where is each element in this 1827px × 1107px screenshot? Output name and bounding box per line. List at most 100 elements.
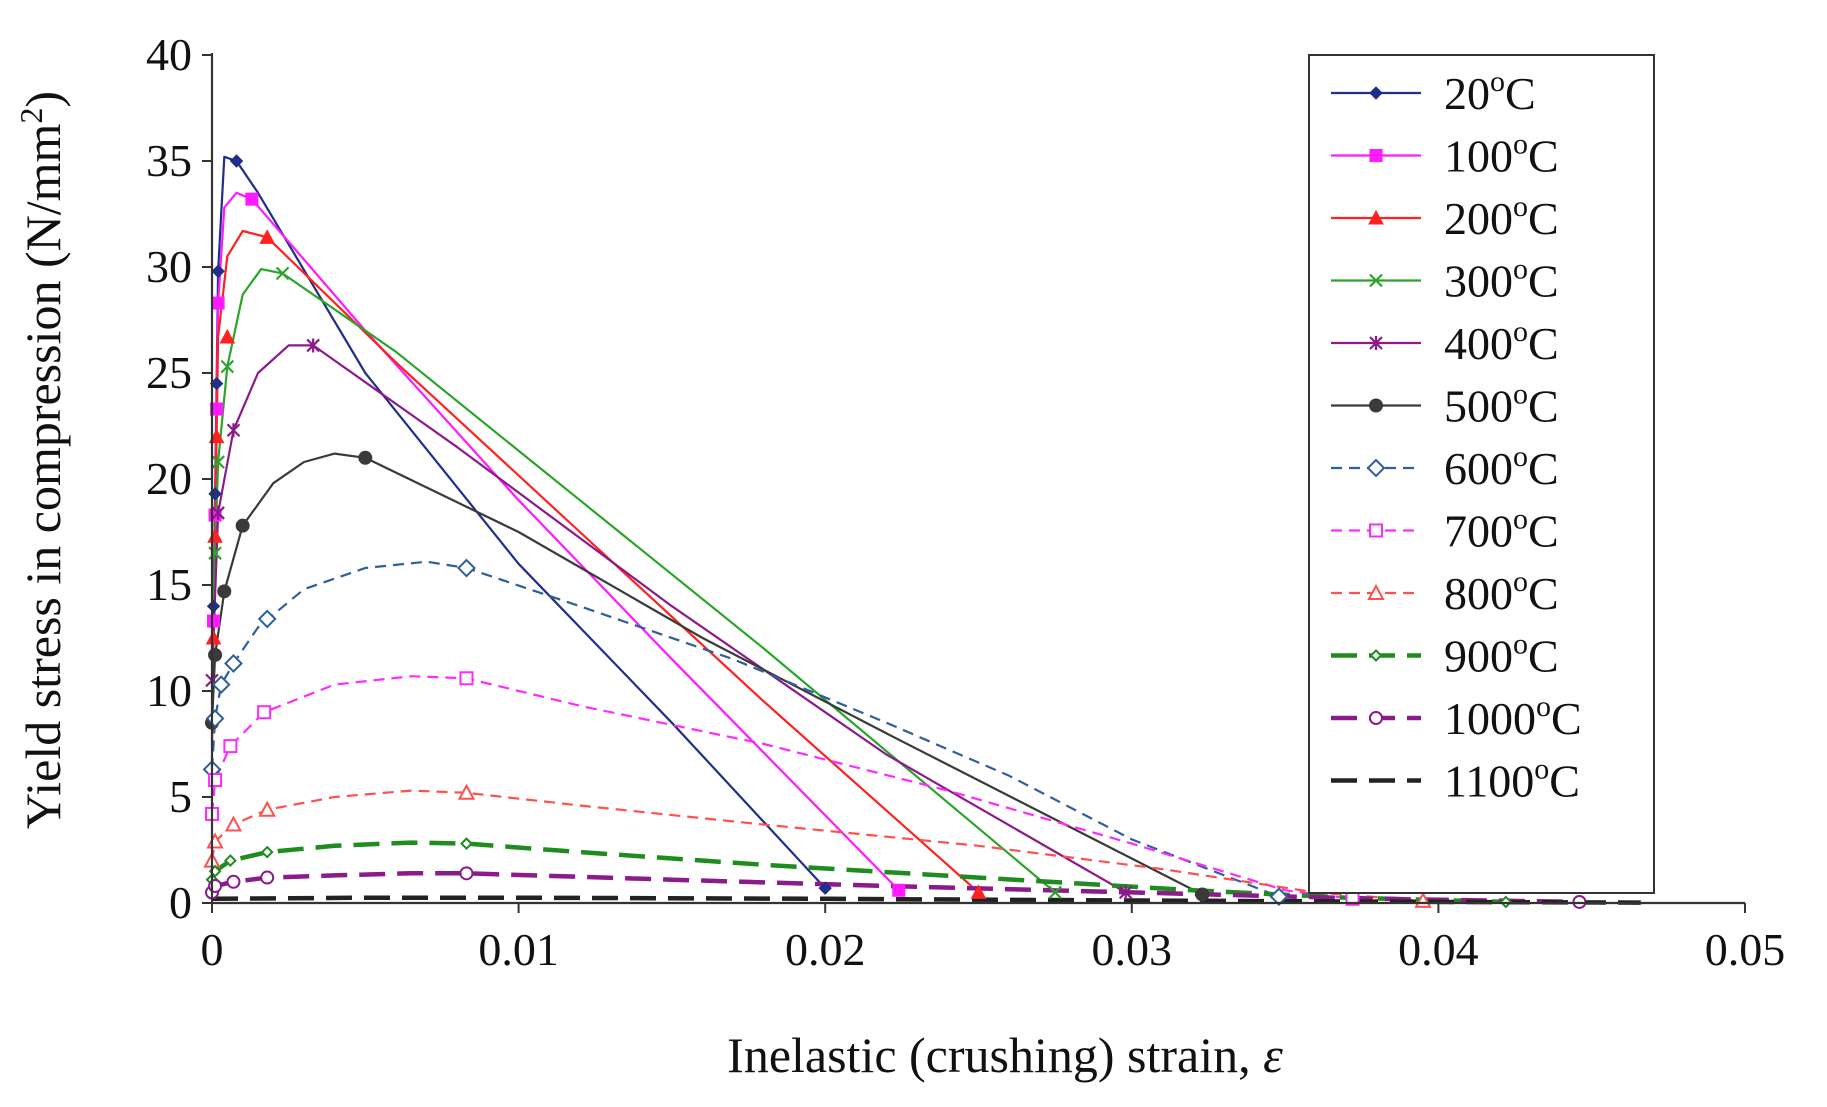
marker-1000c — [208, 879, 223, 894]
marker-800c — [457, 783, 476, 800]
legend-marker — [1369, 149, 1383, 162]
legend-label: 1100oC — [1444, 753, 1580, 807]
marker-400c — [306, 338, 320, 353]
marker-500c — [235, 518, 250, 533]
marker-600c — [211, 675, 231, 695]
marker-20c — [211, 264, 225, 278]
marker-900c — [260, 845, 274, 859]
series-line-600c — [210, 560, 1280, 898]
legend: 20oC 100oC 200oC 300oC 400oC 500oC 600oC 700oC 8… — [1308, 54, 1655, 894]
legend-item-400c: 400oC — [1331, 315, 1559, 369]
legend-item-1000c: 1000oC — [1331, 690, 1582, 744]
marker-300c — [220, 359, 235, 374]
marker-1000c — [260, 870, 275, 885]
y-tick-label: 25 — [146, 347, 192, 398]
legend-box — [1308, 54, 1655, 894]
marker-200c — [970, 884, 987, 899]
legend-item-500c: 500oC — [1331, 378, 1559, 432]
legend-item-1100c: 1100oC — [1331, 753, 1580, 807]
marker-100c — [211, 296, 225, 310]
y-tick-label: 15 — [146, 559, 192, 610]
marker-900c — [223, 854, 237, 868]
legend-item-900c: 900oC — [1331, 628, 1559, 682]
marker-400c — [1118, 885, 1133, 900]
y-tick-label: 30 — [146, 241, 192, 292]
legend-marker — [1366, 458, 1386, 478]
marker-500c — [208, 647, 223, 662]
marker-100c — [892, 883, 906, 897]
x-tick-label: 0 — [201, 924, 224, 975]
legend-label: 1000oC — [1444, 690, 1582, 744]
x-tick-label: 0.01 — [478, 924, 559, 975]
marker-400c — [226, 423, 241, 438]
legend-label: 800oC — [1444, 565, 1559, 619]
axes — [202, 53, 1746, 913]
marker-500c — [1195, 887, 1210, 902]
marker-20c — [229, 154, 244, 168]
legend-marker — [1367, 583, 1385, 600]
legend-label: 400oC — [1444, 315, 1559, 369]
marker-1000c — [226, 874, 241, 889]
marker-300c — [275, 266, 290, 281]
legend-marker — [1369, 523, 1383, 538]
y-tick-label: 5 — [169, 771, 192, 822]
marker-100c — [210, 402, 224, 416]
marker-700c — [257, 705, 272, 720]
tick-labels: 0 5 10 15 20 25 30 35 40 0 0.01 0.02 0.03 0.04 0.05 — [146, 29, 1785, 975]
marker-1000c — [459, 866, 474, 881]
y-tick-label: 20 — [146, 453, 192, 504]
x-tick-label: 0.05 — [1705, 924, 1786, 975]
marker-500c — [358, 450, 373, 465]
legend-item-100c: 100oC — [1331, 128, 1559, 182]
marker-100c — [207, 614, 221, 628]
legend-label: 300oC — [1444, 253, 1559, 307]
series-line-900c — [209, 840, 1506, 905]
marker-700c — [223, 739, 238, 754]
marker-800c — [258, 800, 276, 817]
legend-label: 500oC — [1444, 378, 1559, 432]
legend-label: 200oC — [1444, 190, 1559, 244]
legend-item-700c: 700oC — [1331, 503, 1559, 557]
marker-200c — [219, 328, 236, 344]
marker-600c — [457, 558, 476, 578]
legend-item-800c: 800oC — [1331, 565, 1559, 619]
marker-200c — [207, 528, 223, 543]
x-tick-label: 0.02 — [785, 924, 866, 975]
marker-300c — [211, 455, 225, 469]
legend-marker — [1369, 398, 1383, 413]
legend-item-600c: 600oC — [1331, 440, 1559, 494]
legend-item-300c: 300oC — [1331, 253, 1559, 307]
x-tick-label: 0.03 — [1092, 924, 1173, 975]
x-tick-label: 0.04 — [1398, 924, 1479, 975]
marker-900c — [460, 837, 473, 851]
y-tick-label: 10 — [146, 665, 192, 716]
legend-marker — [1369, 649, 1383, 662]
legend-item-20c: 20oC — [1331, 65, 1536, 119]
marker-800c — [224, 815, 243, 832]
marker-20c — [208, 487, 222, 501]
marker-400c — [211, 505, 225, 520]
marker-500c — [217, 584, 232, 599]
marker-20c — [206, 599, 221, 613]
marker-600c — [224, 654, 243, 673]
series-line-20c — [210, 155, 827, 889]
legend-label: 600oC — [1444, 440, 1559, 494]
marker-700c — [208, 773, 223, 788]
marker-100c — [245, 192, 259, 206]
x-axis-title: Inelastic (crushing) strain, ε — [727, 1027, 1283, 1083]
y-axis-title: Yield stress in compression (N/mm2) — [13, 91, 71, 829]
legend-label: 100oC — [1444, 128, 1559, 182]
y-tick-label: 35 — [146, 135, 192, 186]
marker-700c — [459, 671, 474, 686]
marker-20c — [818, 881, 832, 895]
legend-label: 900oC — [1444, 628, 1559, 682]
marker-300c — [1048, 885, 1062, 900]
legend-item-200c: 200oC — [1331, 190, 1559, 244]
marker-600c — [1269, 887, 1289, 907]
marker-600c — [257, 609, 277, 629]
legend-label: 20oC — [1444, 65, 1536, 119]
series-line-100c — [210, 191, 900, 892]
marker-200c — [259, 229, 276, 244]
y-tick-label: 0 — [169, 877, 192, 928]
